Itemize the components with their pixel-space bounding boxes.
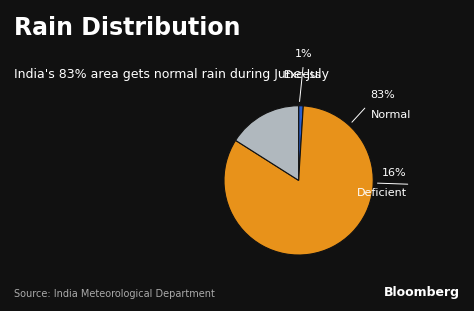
Text: 1%: 1% bbox=[294, 49, 312, 59]
Text: Normal: Normal bbox=[370, 110, 411, 120]
Text: Source: India Meteorological Department: Source: India Meteorological Department bbox=[14, 289, 215, 299]
Text: 16%: 16% bbox=[382, 168, 407, 178]
Text: Rain Distribution: Rain Distribution bbox=[14, 16, 241, 39]
Wedge shape bbox=[224, 106, 373, 255]
Text: 83%: 83% bbox=[370, 90, 395, 100]
Text: Bloomberg: Bloomberg bbox=[384, 285, 460, 299]
Wedge shape bbox=[236, 106, 299, 180]
Text: Deficient: Deficient bbox=[356, 188, 407, 198]
Text: India's 83% area gets normal rain during June-July: India's 83% area gets normal rain during… bbox=[14, 68, 329, 81]
Text: Excess: Excess bbox=[284, 70, 322, 80]
Wedge shape bbox=[299, 106, 303, 180]
